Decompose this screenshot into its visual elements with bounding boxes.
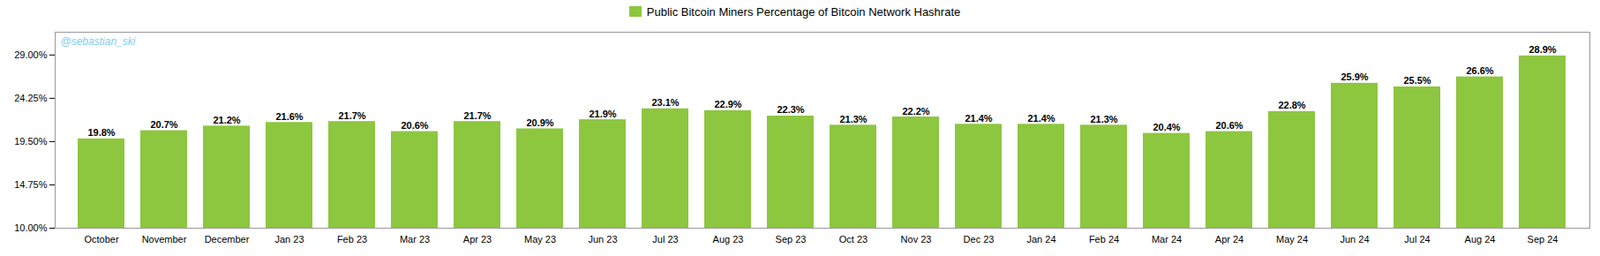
svg-text:Jan 23: Jan 23 <box>274 233 304 245</box>
svg-text:December: December <box>204 233 250 245</box>
svg-text:Aug 24: Aug 24 <box>1464 233 1496 245</box>
svg-text:14.75%: 14.75% <box>14 179 48 190</box>
svg-text:21.4%: 21.4% <box>1027 112 1055 124</box>
svg-text:Dec 23: Dec 23 <box>963 233 995 245</box>
html-text:Public Bitcoin Miners Percenta: Public Bitcoin Miners Percentage of Bitc… <box>646 4 961 19</box>
svg-text:19.8%: 19.8% <box>87 127 115 138</box>
svg-text:@sebastian_ski: @sebastian_ski <box>60 35 136 48</box>
svg-text:23.1%: 23.1% <box>651 97 679 108</box>
svg-text:Nov 23: Nov 23 <box>901 233 932 245</box>
svg-text:10.00%: 10.00% <box>14 222 48 233</box>
svg-text:20.7%: 20.7% <box>150 119 178 130</box>
svg-text:22.8%: 22.8% <box>1277 99 1306 111</box>
svg-text:Mar 24: Mar 24 <box>1151 233 1182 245</box>
svg-text:28.9%: 28.9% <box>1528 44 1556 55</box>
svg-text:20.4%: 20.4% <box>1152 121 1180 133</box>
svg-text:25.9%: 25.9% <box>1340 71 1368 83</box>
svg-text:Mar 23: Mar 23 <box>399 233 430 245</box>
svg-text:Feb 23: Feb 23 <box>337 233 368 245</box>
svg-text:Aug 23: Aug 23 <box>713 233 744 245</box>
svg-text:Apr 24: Apr 24 <box>1215 233 1244 245</box>
svg-text:21.7%: 21.7% <box>338 110 366 121</box>
svg-text:May 23: May 23 <box>524 233 556 245</box>
svg-text:20.6%: 20.6% <box>400 120 429 131</box>
svg-text:20.9%: 20.9% <box>525 117 554 128</box>
svg-text:Oct 23: Oct 23 <box>839 233 868 245</box>
svg-text:November: November <box>142 233 188 245</box>
svg-text:19.50%: 19.50% <box>14 135 48 147</box>
svg-text:Apr 23: Apr 23 <box>463 233 492 245</box>
svg-text:21.2%: 21.2% <box>212 114 241 126</box>
svg-text:Jul 23: Jul 23 <box>652 233 678 245</box>
svg-text:21.3%: 21.3% <box>839 113 867 125</box>
svg-text:21.3%: 21.3% <box>1089 113 1118 125</box>
svg-text:22.3%: 22.3% <box>776 104 804 115</box>
svg-text:21.7%: 21.7% <box>463 110 491 121</box>
svg-text:25.5%: 25.5% <box>1403 75 1431 86</box>
svg-text:Jun 24: Jun 24 <box>1339 233 1369 245</box>
svg-text:May 24: May 24 <box>1276 233 1308 245</box>
svg-text:Sep 24: Sep 24 <box>1527 233 1559 245</box>
svg-text:22.9%: 22.9% <box>713 98 742 110</box>
svg-text:24.25%: 24.25% <box>14 92 48 104</box>
svg-text:22.2%: 22.2% <box>901 105 930 117</box>
svg-text:Sep 23: Sep 23 <box>775 233 807 245</box>
svg-text:Jul 24: Jul 24 <box>1404 233 1430 245</box>
svg-text:21.4%: 21.4% <box>964 112 992 124</box>
svg-text:Feb 24: Feb 24 <box>1089 233 1120 245</box>
svg-text:29.00%: 29.00% <box>14 49 48 61</box>
svg-text:20.6%: 20.6% <box>1215 120 1243 131</box>
svg-text:21.6%: 21.6% <box>275 111 303 122</box>
svg-text:October: October <box>83 233 119 245</box>
svg-text:21.9%: 21.9% <box>588 108 616 120</box>
svg-text:26.6%: 26.6% <box>1465 65 1494 76</box>
svg-text:Jan 24: Jan 24 <box>1026 233 1056 245</box>
svg-text:Jun 23: Jun 23 <box>587 233 617 245</box>
